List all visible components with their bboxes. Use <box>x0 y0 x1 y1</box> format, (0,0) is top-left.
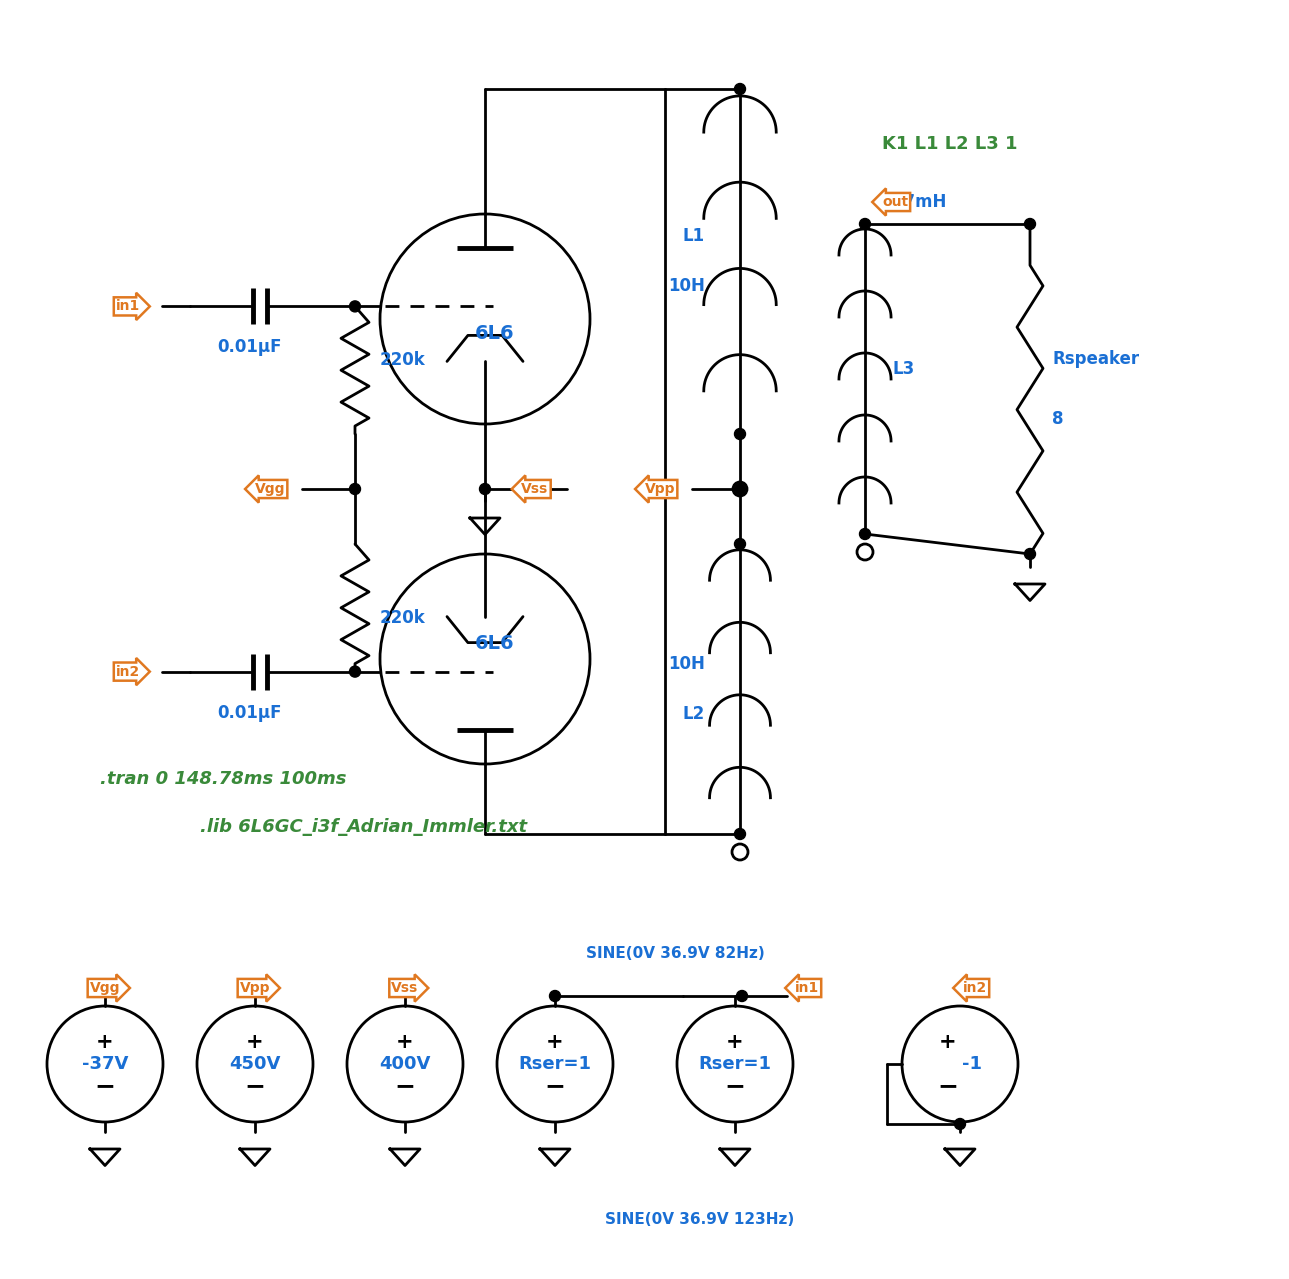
Text: 220k: 220k <box>380 352 425 370</box>
Text: K1 L1 L2 L3 1: K1 L1 L2 L3 1 <box>882 136 1018 153</box>
Circle shape <box>349 301 361 312</box>
Text: 450V: 450V <box>229 1055 281 1073</box>
Text: L1: L1 <box>683 228 705 246</box>
Text: in2: in2 <box>116 665 141 679</box>
Text: Vss: Vss <box>392 981 419 995</box>
Text: −: − <box>937 1074 959 1097</box>
Text: in1: in1 <box>795 981 819 995</box>
Text: +: + <box>246 1032 264 1053</box>
Text: 8: 8 <box>1052 411 1063 428</box>
Text: in1: in1 <box>116 299 141 313</box>
Text: +: + <box>396 1032 414 1053</box>
Text: 0.01μF: 0.01μF <box>218 703 282 721</box>
Text: in2: in2 <box>963 981 987 995</box>
Circle shape <box>860 219 870 229</box>
Circle shape <box>735 83 745 95</box>
Circle shape <box>349 483 361 495</box>
Text: 10H: 10H <box>668 278 705 295</box>
Text: −: − <box>394 1074 415 1097</box>
Text: L2: L2 <box>683 705 705 723</box>
Circle shape <box>735 538 745 550</box>
Circle shape <box>1025 219 1035 229</box>
Text: Vgg: Vgg <box>90 981 120 995</box>
Circle shape <box>1025 549 1035 559</box>
Text: .tran 0 148.78ms 100ms: .tran 0 148.78ms 100ms <box>101 770 347 788</box>
Text: 57mH: 57mH <box>893 193 947 211</box>
Text: SINE(0V 36.9V 123Hz): SINE(0V 36.9V 123Hz) <box>606 1211 794 1227</box>
Text: +: + <box>726 1032 744 1053</box>
Circle shape <box>735 483 745 495</box>
Text: +: + <box>97 1032 113 1053</box>
Text: -1: -1 <box>962 1055 982 1073</box>
Text: 6L6: 6L6 <box>476 325 514 344</box>
Text: 10H: 10H <box>668 655 705 673</box>
Circle shape <box>954 1119 965 1129</box>
Text: Rspeaker: Rspeaker <box>1052 350 1139 368</box>
Circle shape <box>549 990 561 1001</box>
Text: 220k: 220k <box>380 609 425 627</box>
Circle shape <box>735 428 745 440</box>
Text: out: out <box>882 194 907 208</box>
Text: .lib 6L6GC_i3f_Adrian_Immler.txt: .lib 6L6GC_i3f_Adrian_Immler.txt <box>200 819 527 836</box>
Text: 0.01μF: 0.01μF <box>218 339 282 357</box>
Circle shape <box>735 829 745 839</box>
Text: +: + <box>940 1032 956 1053</box>
Text: −: − <box>245 1074 266 1097</box>
Text: −: − <box>724 1074 745 1097</box>
Circle shape <box>480 483 491 495</box>
Circle shape <box>349 666 361 677</box>
Text: Vpp: Vpp <box>240 981 271 995</box>
Text: Vss: Vss <box>521 482 549 496</box>
Text: L3: L3 <box>893 359 915 379</box>
Text: −: − <box>544 1074 566 1097</box>
Text: Rser=1: Rser=1 <box>518 1055 592 1073</box>
Text: Vpp: Vpp <box>644 482 675 496</box>
Text: −: − <box>94 1074 116 1097</box>
Text: 400V: 400V <box>379 1055 431 1073</box>
Text: +: + <box>547 1032 563 1053</box>
Text: -37V: -37V <box>81 1055 128 1073</box>
Text: SINE(0V 36.9V 82Hz): SINE(0V 36.9V 82Hz) <box>585 946 764 962</box>
Text: Rser=1: Rser=1 <box>699 1055 772 1073</box>
Circle shape <box>736 990 748 1001</box>
Circle shape <box>860 528 870 540</box>
Text: 6L6: 6L6 <box>476 634 514 654</box>
Text: Vgg: Vgg <box>255 482 285 496</box>
